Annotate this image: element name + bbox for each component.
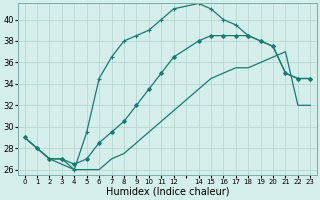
X-axis label: Humidex (Indice chaleur): Humidex (Indice chaleur) [106, 187, 229, 197]
